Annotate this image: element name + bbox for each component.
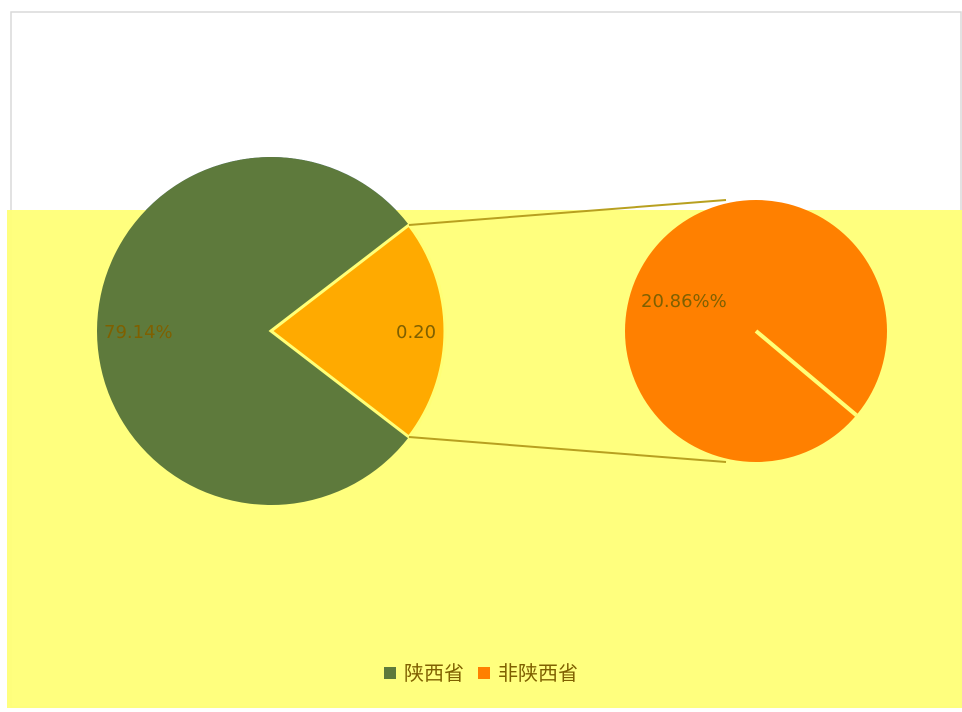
connector-line-top (408, 199, 727, 226)
pie-slice-non-shaanxi (268, 222, 447, 440)
legend-swatch-0 (384, 667, 396, 679)
pie-slice-shaanxi (96, 157, 409, 505)
connector-line-bottom (408, 436, 727, 463)
data-label-secondary: 20.86%% (641, 291, 727, 312)
data-label-non-shaanxi: 0.20 (396, 322, 436, 343)
legend-swatch-1 (478, 667, 490, 679)
secondary-pie-divider (754, 329, 858, 417)
legend-label-1: 非陕西省 (498, 661, 578, 685)
data-label-shaanxi: 79.14% (104, 322, 173, 343)
legend-label-0: 陕西省 (404, 661, 464, 685)
legend: 陕西省 非陕西省 (384, 661, 578, 685)
